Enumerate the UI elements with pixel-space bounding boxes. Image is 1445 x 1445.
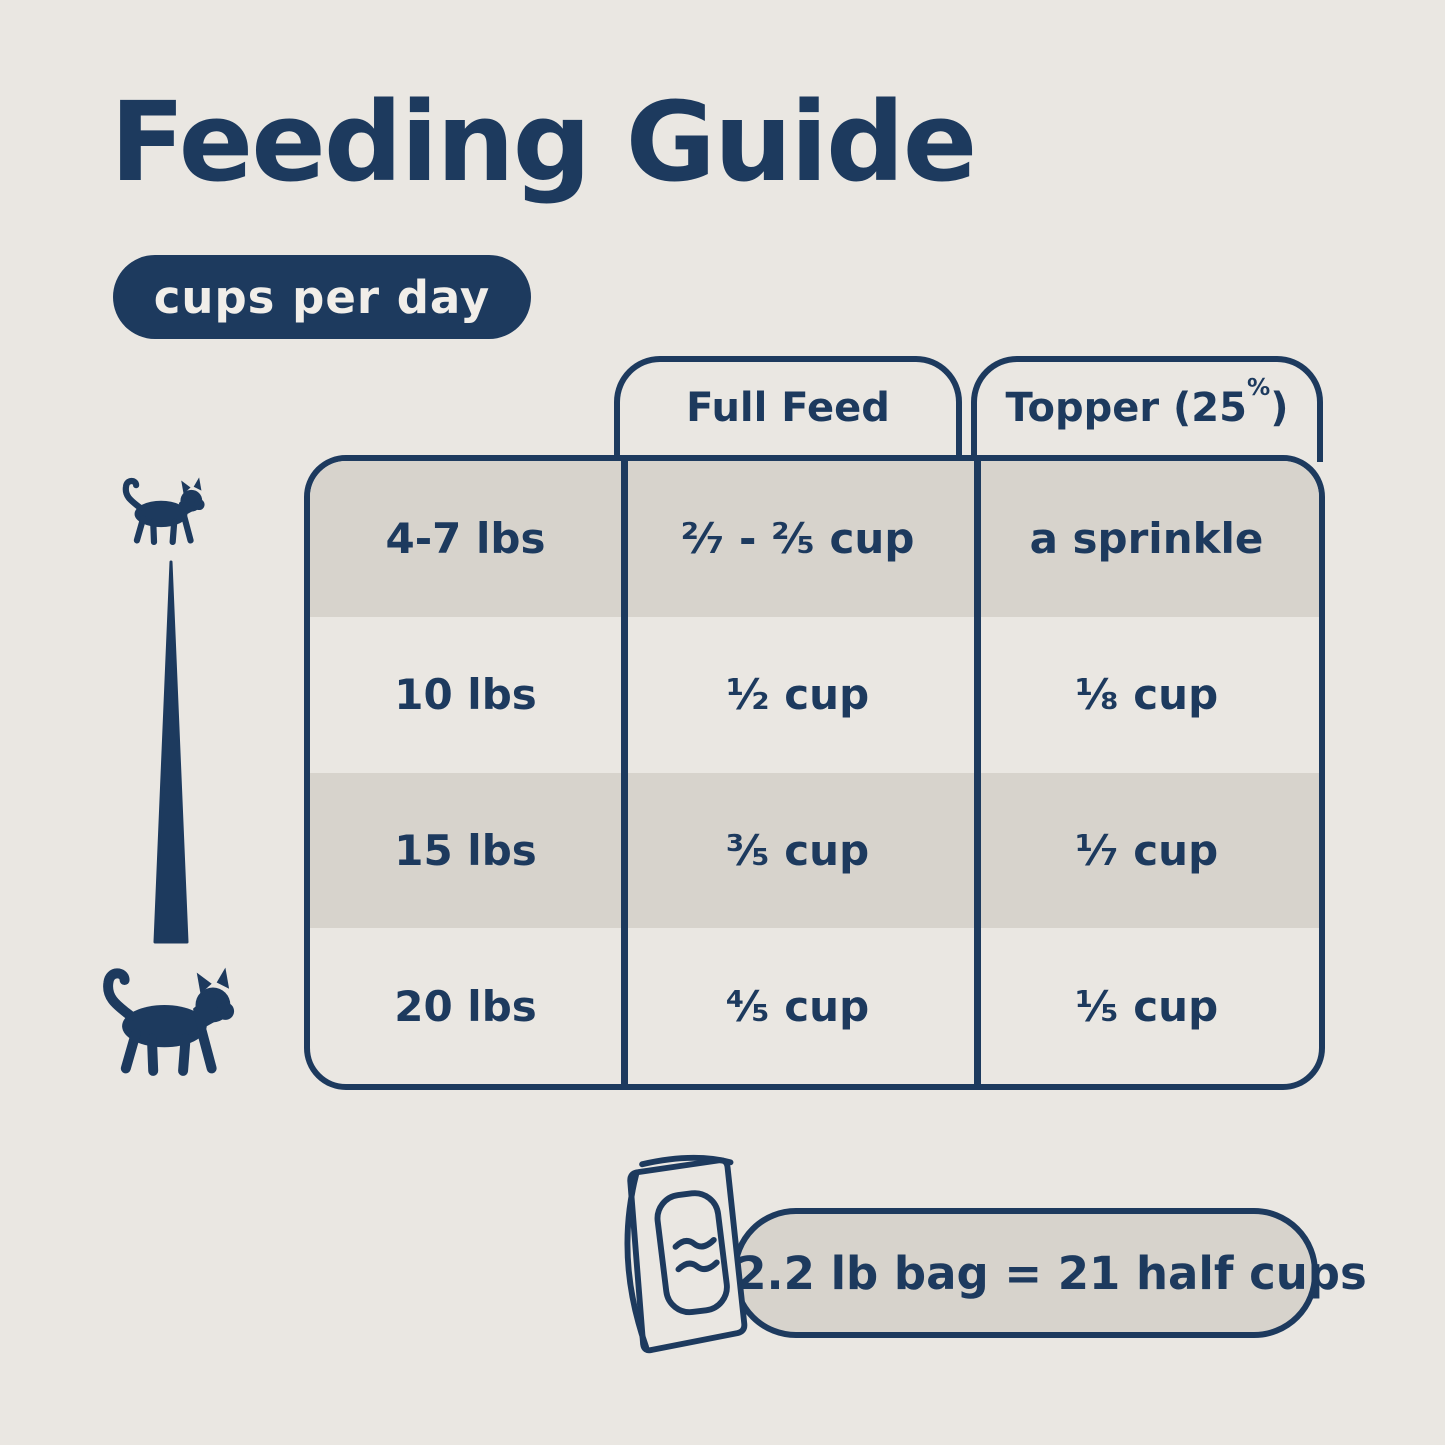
size-scale-wedge (153, 560, 189, 944)
topper-cell: a sprinkle (1029, 514, 1264, 564)
badge-label: cups per day (153, 270, 491, 324)
table-row-20-lbs: 20 lbs ⁴⁄₅ cup ¹⁄₅ cup (310, 928, 1319, 1084)
large-cat-icon (103, 967, 235, 1076)
full-feed-header-label: Full Feed (686, 385, 890, 431)
column-divider-2 (974, 461, 981, 1084)
topper-header-label: Topper (25%) (1005, 374, 1289, 431)
page-title: Feeding Guide (110, 78, 977, 206)
full-feed-cell: ³⁄₅ cup (725, 825, 870, 875)
topper-header-close: ) (1270, 385, 1289, 431)
food-bag-icon (624, 1154, 748, 1354)
weight-cell: 10 lbs (394, 670, 537, 720)
small-cat-icon (122, 477, 205, 546)
weight-cell: 4-7 lbs (385, 514, 546, 564)
weight-cell: 15 lbs (394, 825, 537, 875)
topper-header-text: Topper (25 (1005, 385, 1247, 431)
weight-cell: 20 lbs (394, 981, 537, 1031)
table-row-10-lbs: 10 lbs ¹⁄₂ cup ¹⁄₈ cup (310, 617, 1319, 773)
feeding-table: 4-7 lbs ²⁄₇ - ²⁄₅ cup a sprinkle 10 lbs … (304, 455, 1325, 1090)
topper-cell: ¹⁄₈ cup (1074, 670, 1219, 720)
bag-note-pill: 2.2 lb bag = 21 half cups (732, 1208, 1367, 1338)
bag-note-text: 2.2 lb bag = 21 half cups (735, 1246, 1367, 1300)
full-feed-cell: ⁴⁄₅ cup (725, 981, 870, 1031)
column-divider-1 (621, 461, 628, 1084)
table-row-4-7-lbs: 4-7 lbs ²⁄₇ - ²⁄₅ cup a sprinkle (310, 461, 1319, 617)
topper-cell: ¹⁄₇ cup (1074, 825, 1219, 875)
topper-cell: ¹⁄₅ cup (1074, 981, 1219, 1031)
topper-percent-sign: % (1246, 374, 1271, 402)
table-row-15-lbs: 15 lbs ³⁄₅ cup ¹⁄₇ cup (310, 772, 1319, 929)
column-header-topper: Topper (25%) (971, 356, 1323, 462)
full-feed-cell: ²⁄₇ - ²⁄₅ cup (680, 514, 915, 564)
full-feed-cell: ¹⁄₂ cup (725, 670, 870, 720)
cups-per-day-badge: cups per day (113, 255, 531, 339)
column-header-full-feed: Full Feed (614, 356, 962, 462)
